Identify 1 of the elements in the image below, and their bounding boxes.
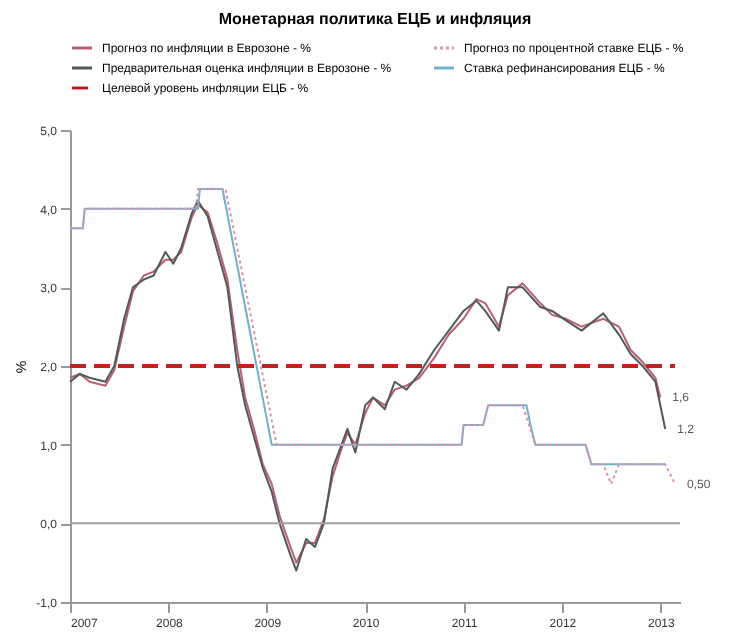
chart-title: Монетарная политика ЕЦБ и инфляция — [218, 10, 532, 28]
